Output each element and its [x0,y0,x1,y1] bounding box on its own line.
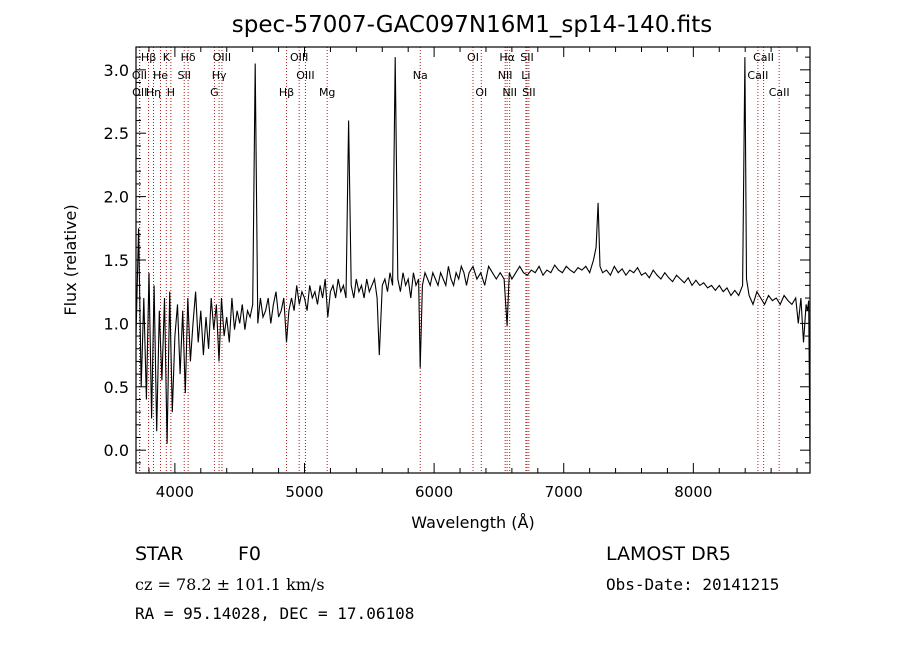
y-tick-label: 2.0 [104,188,129,207]
line-label: Hδ [181,51,196,64]
subclass-label: F0 [238,543,261,565]
line-label: Li [521,69,530,82]
x-tick-label: 6000 [415,483,453,501]
y-axis-label: Flux (relative) [61,204,80,315]
y-axis-ticks: 0.0 0.5 1.0 1.5 2.0 2.5 3.0 [104,56,810,464]
line-label: Mg [319,86,335,99]
y-tick-label: 1.5 [104,251,129,270]
line-label: SII [520,51,533,64]
x-axis-ticks: 4000 5000 6000 7000 8000 [148,47,798,501]
chart-title: spec-57007-GAC097N16M1_sp14-140.fits [232,12,712,38]
line-label: Hβ [279,86,294,99]
line-label: Na [413,69,428,82]
line-label: OI [475,86,487,99]
y-tick-label: 1.0 [104,314,129,333]
coords-text: RA = 95.14028, DEC = 17.06108 [135,604,414,623]
x-axis-label: Wavelength (Å) [411,513,534,532]
line-label: OIII [213,51,231,64]
obs-date-text: Obs-Date: 20141215 [606,575,779,594]
line-label: He [153,69,168,82]
x-tick-label: 5000 [285,483,323,501]
line-label: OIII [296,69,314,82]
y-tick-label: 2.5 [104,124,129,143]
line-label: SII [177,69,190,82]
line-label: NII [498,69,513,82]
spectral-line-markers [138,47,780,473]
line-label: OII [132,69,147,82]
cz-text: cz = 78.2 ± 101.1 km/s [135,575,325,594]
line-label: NII [502,86,517,99]
line-label: CaII [753,51,774,64]
line-label: Hα [499,51,515,64]
line-label: Hγ [212,69,227,82]
y-tick-label: 3.0 [104,61,129,80]
x-tick-label: 4000 [156,483,194,501]
x-tick-label: 7000 [545,483,583,501]
y-tick-label: 0.5 [104,378,129,397]
line-label: K [163,51,171,64]
line-label: CaII [769,86,790,99]
x-tick-label: 8000 [674,483,712,501]
line-label: G [210,86,219,99]
line-label: OI [467,51,479,64]
y-tick-label: 0.0 [104,441,129,460]
survey-label: LAMOST DR5 [606,543,731,565]
line-label: Hη [146,86,161,99]
line-label: OIII [290,51,308,64]
line-label: SII [522,86,535,99]
line-label: H [167,86,175,99]
class-label: STAR [135,543,183,565]
spectrum-line [135,57,811,457]
line-label: CaII [747,69,768,82]
line-label: Hβ [141,51,156,64]
